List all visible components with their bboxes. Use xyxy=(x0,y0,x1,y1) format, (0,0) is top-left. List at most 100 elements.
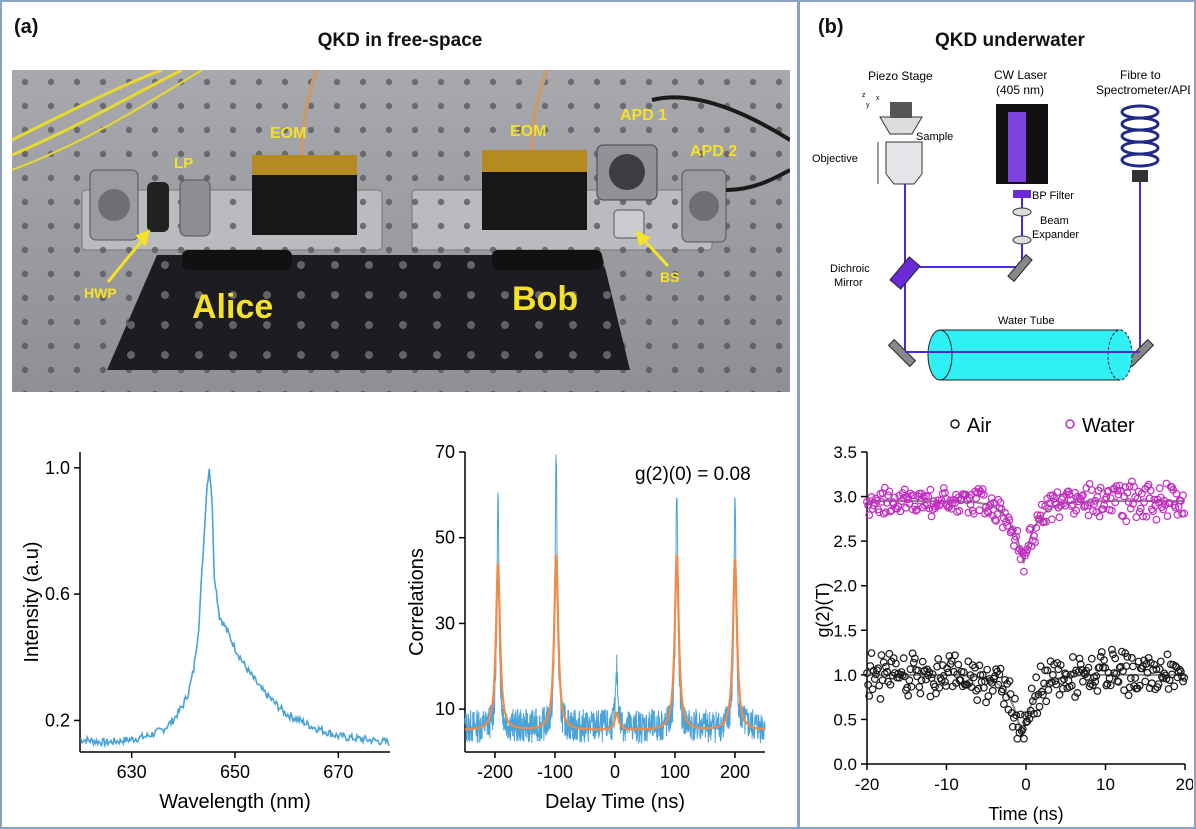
data-point-water xyxy=(884,491,892,500)
data-point-water xyxy=(964,508,973,517)
data-point-water xyxy=(972,494,981,503)
data-point-air xyxy=(1044,686,1053,694)
correlation-raw-series xyxy=(464,454,766,744)
data-point-water xyxy=(1032,523,1041,532)
data-point-air xyxy=(1027,684,1036,693)
data-point-air xyxy=(965,679,974,688)
data-point-water xyxy=(880,483,889,492)
data-point-water xyxy=(900,485,909,494)
data-point-water xyxy=(912,506,920,515)
data-point-water xyxy=(1179,491,1188,500)
axis-y-label: y xyxy=(866,102,870,109)
data-point-air xyxy=(1060,675,1068,684)
y-axis-label: Intensity (a.u) xyxy=(21,541,43,662)
y-tick-label: 0.6 xyxy=(45,584,70,604)
data-point-air xyxy=(1091,677,1100,686)
data-point-air xyxy=(1073,689,1082,697)
data-point-air xyxy=(1150,660,1159,669)
label-laser-2: (405 nm) xyxy=(996,83,1044,97)
data-point-water xyxy=(939,484,948,492)
data-point-air xyxy=(946,660,955,669)
data-point-water xyxy=(1136,504,1145,513)
data-point-air xyxy=(1171,662,1180,670)
y-tick-label: 70 xyxy=(435,442,455,462)
y-tick-label: 0.2 xyxy=(45,710,70,730)
data-point-water xyxy=(979,490,988,499)
x-tick-label: -10 xyxy=(934,775,959,794)
panel-b-label: (b) xyxy=(818,16,844,38)
data-point-water xyxy=(1008,525,1017,534)
label-eom-right: EOM xyxy=(510,123,546,140)
data-point-water xyxy=(1005,516,1014,524)
data-point-air xyxy=(1145,684,1154,693)
data-point-air xyxy=(909,658,918,667)
label-fibre-1: Fibre to xyxy=(1120,68,1161,82)
panel-a-title: QKD in free-space xyxy=(317,30,483,51)
x-tick-label: 10 xyxy=(1096,775,1115,794)
data-point-air xyxy=(915,683,924,691)
label-objective: Objective xyxy=(812,153,858,165)
data-point-air xyxy=(1106,681,1115,690)
y-tick-label: 3.0 xyxy=(833,488,857,507)
data-point-air xyxy=(994,680,1003,689)
data-point-water xyxy=(998,523,1007,532)
data-point-water xyxy=(1111,498,1120,507)
data-point-water xyxy=(1024,541,1033,550)
data-point-air xyxy=(905,676,914,685)
data-point-air xyxy=(982,698,991,707)
y-tick-label: 3.5 xyxy=(833,443,857,462)
data-point-air xyxy=(1028,697,1037,706)
label-beam-2: Expander xyxy=(1032,229,1079,241)
data-point-air xyxy=(1125,683,1134,692)
data-point-water xyxy=(1125,482,1134,491)
data-point-air xyxy=(1129,662,1137,671)
label-hwp: HWP xyxy=(84,285,117,301)
data-point-water xyxy=(1090,500,1099,509)
x-tick-label: 670 xyxy=(323,762,353,782)
axis-z-label: z xyxy=(862,92,866,99)
y-axis-label: Correlations xyxy=(406,548,428,656)
data-point-water xyxy=(1165,499,1174,508)
data-point-air xyxy=(984,692,993,700)
data-point-air xyxy=(1001,676,1009,684)
data-point-water xyxy=(1124,497,1133,506)
data-point-water xyxy=(885,487,894,496)
data-point-water xyxy=(1069,500,1077,509)
data-point-air xyxy=(863,669,871,678)
data-point-water xyxy=(1152,515,1161,524)
data-point-water xyxy=(940,489,949,497)
data-point-water xyxy=(1091,496,1100,505)
data-point-air xyxy=(959,668,968,677)
eom-right xyxy=(482,150,587,172)
label-laser-1: CW Laser xyxy=(994,68,1047,82)
data-point-air xyxy=(879,658,888,667)
data-point-air xyxy=(932,689,940,698)
x-tick-label: 650 xyxy=(220,762,250,782)
data-point-air xyxy=(906,665,915,674)
data-point-air xyxy=(1095,663,1104,672)
data-point-air xyxy=(935,683,944,692)
label-bob: Bob xyxy=(512,280,578,318)
data-point-air xyxy=(1163,650,1172,659)
data-point-air xyxy=(1067,681,1076,690)
data-point-air xyxy=(867,649,876,658)
data-point-air xyxy=(1033,709,1042,718)
panel-a-frame xyxy=(0,0,800,829)
data-point-air xyxy=(1131,674,1140,682)
data-point-air xyxy=(950,651,959,660)
data-point-water xyxy=(1102,493,1111,502)
data-point-water xyxy=(1140,498,1149,506)
data-point-air xyxy=(964,657,973,666)
data-point-water xyxy=(896,507,905,516)
data-point-air xyxy=(870,675,879,683)
data-point-air xyxy=(996,664,1005,673)
y-tick-label: 1.5 xyxy=(833,621,857,640)
data-point-air xyxy=(1109,650,1117,659)
data-point-air xyxy=(883,667,891,676)
x-tick-label: -20 xyxy=(855,775,880,794)
data-point-air xyxy=(1040,679,1048,688)
data-point-water xyxy=(899,493,908,502)
data-point-air xyxy=(1087,654,1096,663)
x-tick-label: 0 xyxy=(610,762,620,782)
setup-photo: EOM EOM LP HWP APD 1 APD 2 BS Alice Bob xyxy=(12,70,790,392)
